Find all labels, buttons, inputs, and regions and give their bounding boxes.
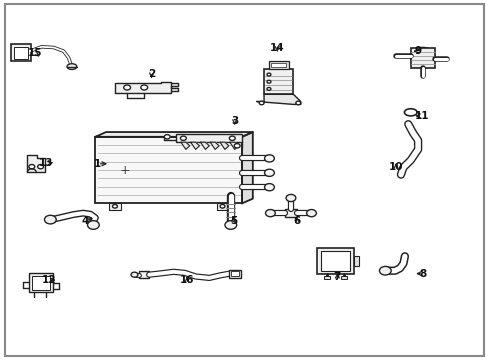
Circle shape <box>44 215 56 224</box>
Text: 2: 2 <box>148 69 155 79</box>
Text: 12: 12 <box>41 275 56 285</box>
Circle shape <box>87 221 99 229</box>
Text: 13: 13 <box>39 158 54 168</box>
Ellipse shape <box>67 64 77 69</box>
Polygon shape <box>200 142 209 149</box>
Circle shape <box>259 101 264 105</box>
Bar <box>216 203 228 210</box>
Ellipse shape <box>404 109 416 116</box>
Polygon shape <box>190 142 199 149</box>
Circle shape <box>295 101 300 105</box>
Circle shape <box>29 165 35 169</box>
Polygon shape <box>115 82 171 93</box>
Bar <box>285 209 296 217</box>
Circle shape <box>131 272 138 277</box>
Circle shape <box>285 194 295 202</box>
Circle shape <box>234 144 240 148</box>
Bar <box>14 47 28 59</box>
Text: 1: 1 <box>94 159 101 169</box>
Text: 14: 14 <box>269 42 284 53</box>
Bar <box>264 69 293 94</box>
Polygon shape <box>95 132 252 137</box>
Circle shape <box>266 87 270 90</box>
Text: 9: 9 <box>414 46 421 56</box>
Circle shape <box>266 80 270 83</box>
Circle shape <box>264 184 274 191</box>
Text: 10: 10 <box>388 162 403 172</box>
Polygon shape <box>256 94 300 104</box>
Bar <box>316 248 353 274</box>
Circle shape <box>112 204 117 208</box>
Bar <box>271 63 285 67</box>
Circle shape <box>264 155 274 162</box>
Circle shape <box>123 85 130 90</box>
Circle shape <box>224 221 236 229</box>
Bar <box>340 276 346 279</box>
Text: 5: 5 <box>230 216 237 226</box>
Circle shape <box>265 210 275 217</box>
Circle shape <box>38 165 43 169</box>
Bar <box>32 276 50 290</box>
Text: 8: 8 <box>419 269 426 279</box>
Bar <box>95 137 242 203</box>
Bar <box>320 251 349 271</box>
Circle shape <box>306 210 316 217</box>
Text: 6: 6 <box>293 216 300 226</box>
Circle shape <box>229 136 235 140</box>
Ellipse shape <box>410 48 434 68</box>
Bar <box>109 203 121 210</box>
Circle shape <box>180 136 186 140</box>
Circle shape <box>266 73 270 76</box>
Bar <box>268 61 288 69</box>
Polygon shape <box>220 142 228 149</box>
Bar <box>228 270 241 278</box>
Polygon shape <box>210 142 219 149</box>
Polygon shape <box>181 142 189 149</box>
Text: 15: 15 <box>28 48 42 58</box>
Bar <box>353 256 359 266</box>
Bar <box>29 273 53 292</box>
Polygon shape <box>27 155 45 172</box>
Text: 16: 16 <box>179 275 194 285</box>
Circle shape <box>220 204 224 208</box>
Text: 3: 3 <box>231 116 238 126</box>
Polygon shape <box>242 132 252 203</box>
Circle shape <box>264 169 274 176</box>
Circle shape <box>164 135 170 139</box>
Polygon shape <box>229 142 238 149</box>
Polygon shape <box>171 83 178 91</box>
Bar <box>323 276 329 279</box>
Bar <box>230 271 238 276</box>
Bar <box>410 48 434 68</box>
Text: +: + <box>119 163 130 177</box>
Text: 4: 4 <box>81 216 89 226</box>
Circle shape <box>379 266 390 275</box>
Bar <box>176 134 242 142</box>
Bar <box>11 44 31 61</box>
Text: 7: 7 <box>333 272 341 282</box>
Text: 11: 11 <box>414 111 428 121</box>
Circle shape <box>141 85 147 90</box>
Bar <box>139 271 149 278</box>
